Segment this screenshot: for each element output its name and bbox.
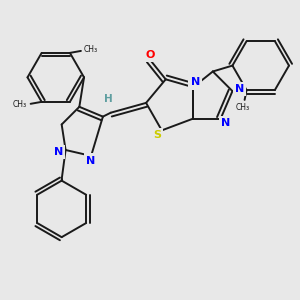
Text: N: N [190,77,200,88]
Text: N: N [221,118,230,128]
Text: S: S [153,130,161,140]
Text: CH₃: CH₃ [236,103,250,112]
Text: N: N [54,147,63,157]
Text: O: O [145,50,155,60]
Text: CH₃: CH₃ [84,45,98,54]
Text: N: N [86,156,96,166]
Text: CH₃: CH₃ [13,100,27,109]
Text: N: N [235,84,244,94]
Text: H: H [104,94,113,104]
